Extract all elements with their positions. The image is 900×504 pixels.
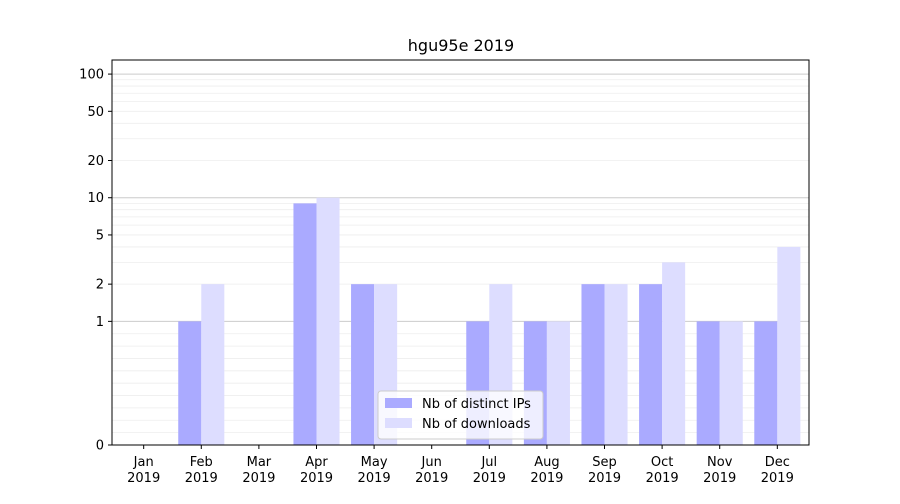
x-tick-label-month: Nov — [707, 455, 733, 470]
bar-downloads — [662, 262, 686, 445]
y-tick-label: 100 — [79, 68, 104, 83]
x-tick-label-year: 2019 — [646, 471, 679, 486]
y-tick-label: 20 — [87, 154, 104, 169]
bar-distinct-ips — [351, 284, 375, 445]
legend-box — [377, 390, 544, 440]
x-tick-label-month: Jul — [480, 455, 497, 470]
x-tick-label-month: Oct — [651, 455, 673, 470]
bar-downloads — [719, 321, 743, 445]
x-tick-label-year: 2019 — [127, 471, 160, 486]
x-tick-label-month: Sep — [592, 455, 617, 470]
x-tick-label-year: 2019 — [588, 471, 621, 486]
y-tick-label: 5 — [96, 228, 104, 243]
bar-downloads — [546, 321, 570, 445]
legend-label: Nb of distinct IPs — [422, 397, 531, 412]
bar-distinct-ips — [178, 321, 202, 445]
x-tick-label-year: 2019 — [703, 471, 736, 486]
legend-swatch — [385, 398, 412, 408]
bar-downloads — [201, 284, 225, 445]
bar-downloads — [777, 246, 801, 445]
x-tick-label-month: Jun — [421, 455, 442, 470]
x-tick-label-month: Aug — [534, 455, 559, 470]
bar-distinct-ips — [754, 321, 778, 445]
x-tick-label-year: 2019 — [761, 471, 794, 486]
bar-distinct-ips — [639, 284, 663, 445]
y-tick-label: 50 — [87, 105, 104, 120]
grid — [112, 59, 809, 434]
x-tick-label-year: 2019 — [358, 471, 391, 486]
x-tick-label-year: 2019 — [300, 471, 333, 486]
legend-swatch — [385, 418, 412, 428]
x-tick-label-year: 2019 — [530, 471, 563, 486]
y-tick-label: 1 — [96, 315, 104, 330]
x-tick-label-month: Dec — [765, 455, 790, 470]
x-axis: Jan2019Feb2019Mar2019Apr2019May2019Jun20… — [127, 445, 794, 486]
x-tick-label-month: May — [361, 455, 388, 470]
bar-downloads — [604, 284, 628, 445]
bars — [178, 197, 801, 445]
x-tick-label-year: 2019 — [242, 471, 275, 486]
x-tick-label-year: 2019 — [415, 471, 448, 486]
y-tick-label: 0 — [96, 439, 104, 454]
bar-distinct-ips — [696, 321, 720, 445]
bar-distinct-ips — [293, 203, 317, 445]
legend: Nb of distinct IPs Nb of downloads — [377, 390, 544, 440]
y-tick-label: 10 — [87, 191, 104, 206]
chart-title: hgu95e 2019 — [408, 36, 514, 55]
y-axis: 0 1 2 5 10 20 50 100 — [79, 68, 112, 454]
x-tick-label-year: 2019 — [185, 471, 218, 486]
x-tick-label-month: Feb — [190, 455, 213, 470]
y-tick-label: 2 — [96, 278, 104, 293]
bar-downloads — [316, 197, 340, 445]
x-tick-label-month: Mar — [247, 455, 272, 470]
x-tick-label-year: 2019 — [473, 471, 506, 486]
bar-distinct-ips — [581, 284, 605, 445]
x-tick-label-month: Apr — [305, 455, 328, 470]
legend-label: Nb of downloads — [422, 417, 531, 432]
plot-frame — [111, 59, 810, 446]
x-tick-label-month: Jan — [133, 455, 154, 470]
